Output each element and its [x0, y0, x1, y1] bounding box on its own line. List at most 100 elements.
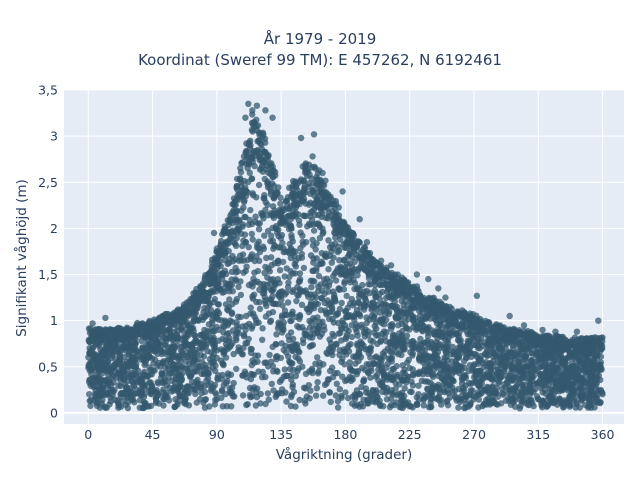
data-point: [526, 370, 533, 377]
data-point: [232, 298, 240, 305]
data-point: [263, 254, 270, 262]
data-point: [338, 394, 345, 401]
data-point: [219, 403, 226, 410]
data-point: [488, 365, 495, 372]
data-point: [511, 385, 518, 392]
data-point: [435, 381, 442, 388]
data-point: [224, 260, 231, 268]
data-point: [198, 389, 205, 397]
data-point: [348, 333, 356, 341]
data-point: [261, 294, 268, 301]
data-point: [261, 286, 268, 293]
data-point: [306, 368, 313, 375]
data-point: [276, 267, 284, 274]
data-point: [455, 404, 462, 411]
data-point: [245, 335, 252, 343]
data-point: [335, 212, 343, 219]
data-point: [465, 403, 472, 410]
data-point: [138, 337, 145, 345]
data-point: [255, 226, 263, 233]
data-point: [330, 332, 338, 340]
data-point: [282, 197, 290, 205]
data-point: [361, 302, 368, 309]
data-point: [368, 306, 375, 313]
data-point: [367, 300, 374, 308]
data-point: [307, 199, 314, 206]
data-point: [413, 400, 421, 407]
data-point: [215, 372, 222, 379]
data-point: [238, 193, 245, 200]
data-point: [384, 387, 391, 395]
data-point: [594, 391, 601, 398]
data-point: [461, 387, 468, 394]
data-point: [327, 398, 334, 406]
data-point: [483, 396, 490, 404]
data-point: [243, 322, 250, 329]
data-point: [379, 388, 386, 396]
data-point: [394, 371, 401, 378]
data-point: [435, 362, 442, 369]
data-point: [115, 382, 122, 389]
data-point: [413, 292, 420, 300]
data-point: [331, 297, 339, 304]
data-point: [250, 371, 257, 379]
data-point: [493, 353, 500, 360]
data-point: [415, 300, 423, 307]
data-point: [373, 371, 381, 379]
data-point: [90, 378, 97, 385]
data-point: [235, 348, 242, 355]
data-point: [288, 234, 295, 242]
data-point: [254, 122, 262, 129]
data-point: [298, 254, 306, 261]
data-point: [348, 263, 356, 271]
data-point: [300, 212, 307, 219]
data-point: [246, 384, 254, 392]
data-point: [322, 189, 330, 196]
data-point: [293, 200, 301, 207]
data-point: [432, 395, 440, 402]
data-point: [506, 362, 513, 369]
data-point: [406, 341, 414, 348]
data-point: [530, 402, 537, 410]
data-point: [522, 345, 530, 353]
data-point: [273, 353, 280, 360]
data-point: [198, 380, 205, 388]
data-point: [284, 299, 292, 306]
data-point: [387, 356, 394, 363]
data-point: [128, 378, 136, 385]
data-point: [115, 329, 122, 336]
data-point: [313, 294, 320, 301]
data-point: [449, 343, 456, 351]
data-point: [455, 385, 462, 393]
data-point: [308, 284, 315, 291]
data-point: [288, 393, 295, 401]
data-point: [173, 354, 181, 361]
data-point: [470, 362, 477, 369]
data-point: [314, 379, 321, 386]
data-point: [240, 153, 248, 160]
data-point: [204, 305, 211, 312]
data-point: [434, 354, 441, 362]
data-point: [302, 385, 309, 392]
data-point: [105, 391, 112, 398]
data-point: [388, 375, 396, 382]
data-point: [593, 334, 600, 341]
data-point: [341, 230, 348, 238]
data-point: [165, 397, 173, 404]
data-point: [269, 224, 276, 232]
data-point: [248, 251, 256, 258]
data-point: [581, 373, 588, 381]
data-point: [133, 360, 140, 367]
data-point: [245, 160, 252, 167]
data-point: [226, 296, 233, 303]
data-point: [484, 369, 491, 377]
data-point: [171, 383, 178, 390]
data-point: [286, 273, 293, 281]
data-point: [420, 402, 427, 409]
data-point: [311, 316, 318, 323]
data-point: [309, 236, 316, 244]
data-point: [374, 360, 382, 367]
data-point: [304, 223, 311, 230]
data-point: [249, 293, 256, 300]
data-point: [454, 331, 461, 339]
